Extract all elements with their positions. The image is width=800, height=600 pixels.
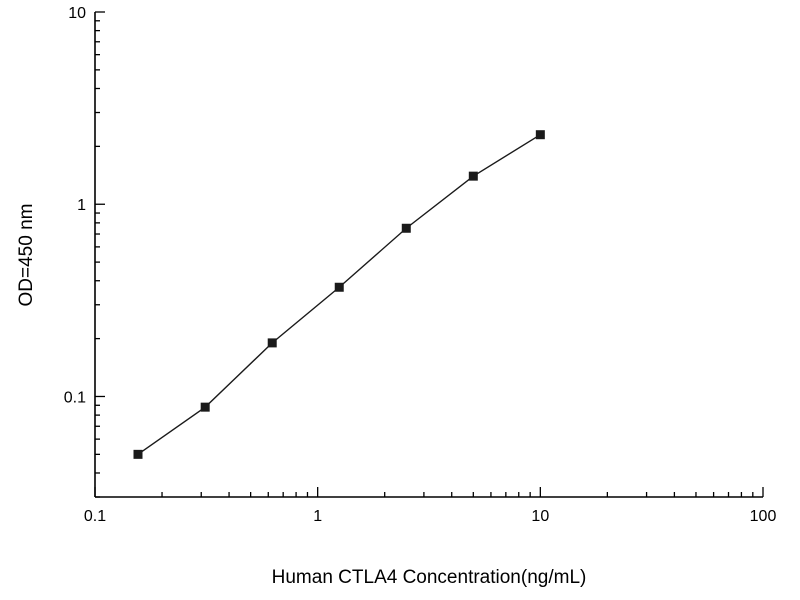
x-axis-title: Human CTLA4 Concentration(ng/mL) — [272, 567, 587, 588]
x-tick-label: 100 — [750, 508, 777, 525]
data-point-marker — [334, 282, 344, 292]
x-tick-label: 1 — [313, 508, 322, 525]
axis-ticks — [94, 11, 764, 498]
y-axis-title: OD=450 nm — [16, 204, 37, 307]
x-tick-label: 10 — [531, 508, 549, 525]
y-tick-label: 10 — [68, 5, 86, 22]
data-point-marker — [401, 223, 411, 233]
data-point-marker — [535, 130, 545, 140]
data-series — [133, 130, 545, 459]
axes — [94, 12, 763, 498]
y-tick-label: 1 — [77, 197, 86, 214]
data-point-marker — [133, 449, 143, 459]
data-point-marker — [267, 338, 277, 348]
axis-tick-labels: 0.1 1 10 100 0.1 1 10 — [64, 5, 777, 525]
y-tick-label: 0.1 — [64, 389, 86, 406]
series-line — [137, 134, 541, 455]
x-tick-label: 0.1 — [84, 508, 106, 525]
data-point-marker — [468, 171, 478, 181]
data-point-marker — [200, 402, 210, 412]
